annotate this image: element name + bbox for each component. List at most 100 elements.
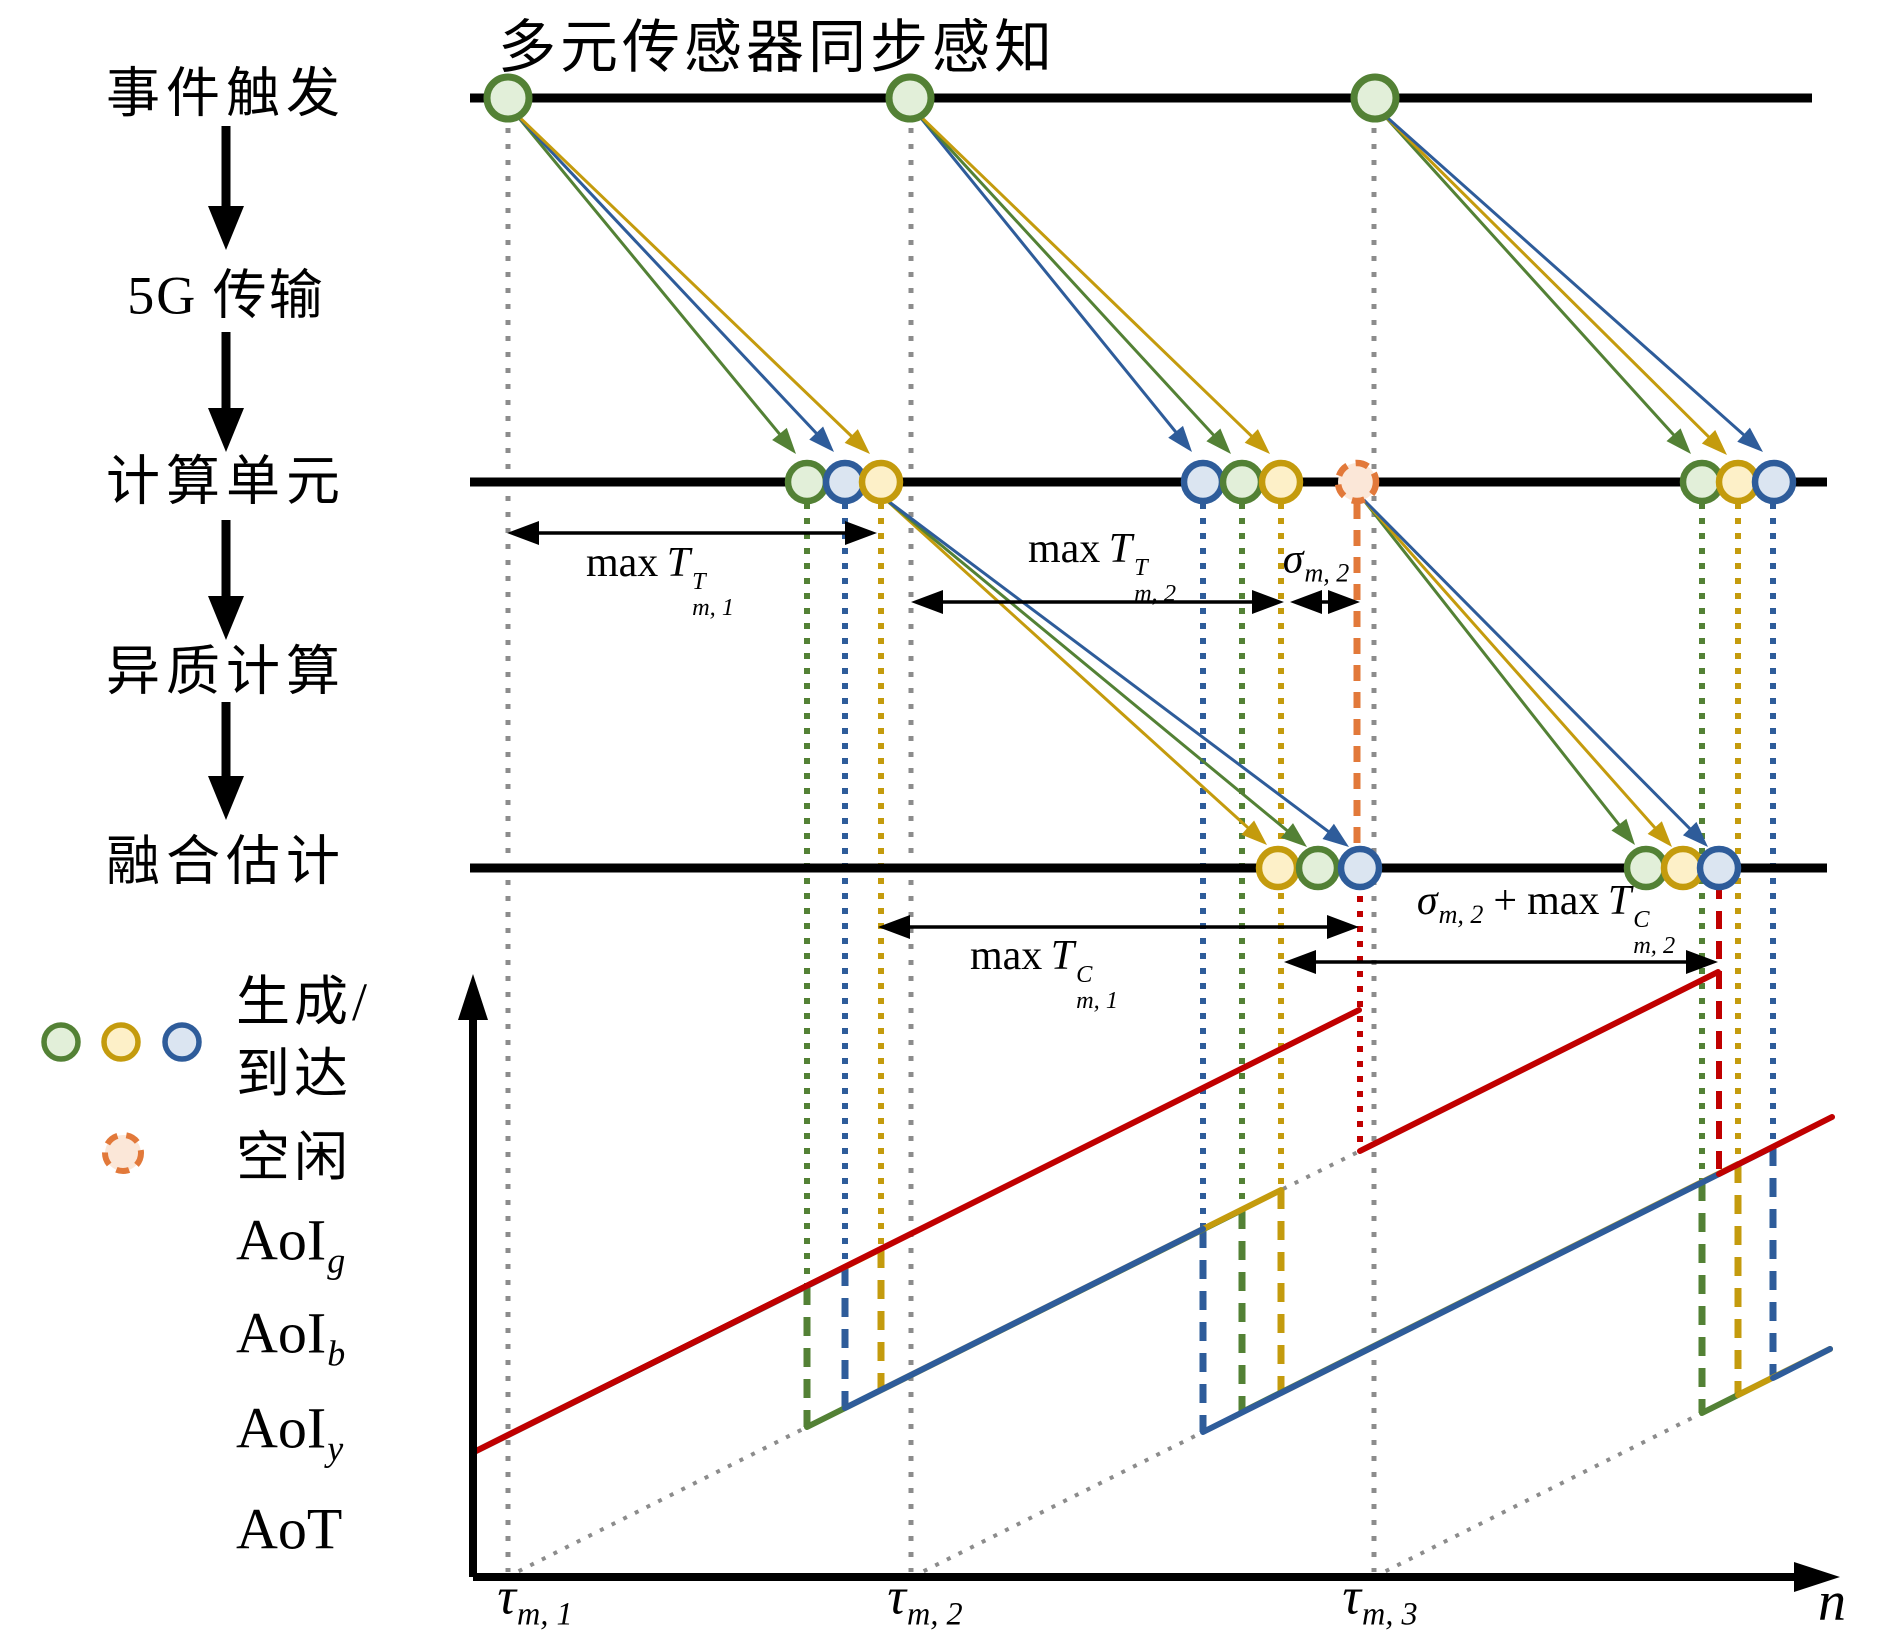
- legend-circle-green: [41, 1022, 81, 1062]
- arrival-circle-yellow-8: [1715, 459, 1761, 505]
- legend-gen-line1: 生成/: [236, 972, 372, 1032]
- transmission-arrow-yellow-2-line: [512, 110, 858, 443]
- computing-arrow-blue-5-head: [1682, 821, 1708, 847]
- arrival-circle-yellow-5: [1258, 459, 1304, 505]
- idle-circle: [1334, 459, 1380, 505]
- computing-arrow-blue-2-head: [1322, 823, 1349, 847]
- annotation-arrow-0-head: [845, 521, 877, 545]
- computing-arrow-green-1-line: [883, 496, 1294, 837]
- computing-arrow-yellow-4-head: [1647, 821, 1672, 847]
- transmission-arrow-blue-1-line: [512, 110, 823, 440]
- arrival-circle-green-4: [1219, 459, 1265, 505]
- computing-arrow-green-1-head: [1280, 823, 1307, 847]
- flow-step-heterogeneous-computing: 异质计算: [106, 641, 346, 702]
- transmission-arrow-yellow-7-head: [1701, 429, 1727, 455]
- legend-label-aoi-g: AoIg: [236, 1207, 346, 1281]
- axis-label-n: n: [1818, 1571, 1846, 1633]
- fusion-circle-yellow-0: [1255, 845, 1301, 891]
- age-reference-diagonal-0: [506, 1425, 808, 1579]
- transmission-arrow-yellow-5-line: [914, 110, 1258, 443]
- computing-arrow-blue-5-line: [1360, 496, 1697, 836]
- arrival-circle-green-7: [1679, 459, 1725, 505]
- annotation-arrow-3-head: [878, 915, 910, 939]
- annotation-arrow-3-head: [1327, 915, 1359, 939]
- legend-label-aot: AoT: [236, 1496, 343, 1562]
- annotation-arrow-4-head: [1686, 950, 1718, 974]
- transmission-arrow-yellow-5-head: [1244, 429, 1270, 454]
- x-axis-arrowhead: [1794, 1562, 1840, 1592]
- flow-step-fusion-estimation: 融合估计: [106, 831, 346, 892]
- legend-label-aoi-y: AoIy: [236, 1395, 344, 1469]
- computing-arrow-blue-2-line: [883, 496, 1336, 838]
- legend-gen-line2: 到达: [236, 1044, 352, 1104]
- axis-label-tau-2: τm, 2: [887, 1568, 963, 1632]
- transmission-arrow-green-0-head: [772, 427, 796, 454]
- legend-label-aoi-b: AoIb: [236, 1300, 346, 1374]
- aoi-blue-curve-segment-3: [1770, 1346, 1833, 1381]
- annotation-arrow-1-head: [1252, 590, 1284, 614]
- fusion-circle-blue-2: [1337, 845, 1383, 891]
- fusion-circle-green-1: [1295, 845, 1341, 891]
- transmission-arrow-green-6-head: [1666, 428, 1691, 454]
- flow-step-event-trigger: 事件触发: [106, 63, 346, 124]
- transmission-arrow-blue-8-head: [1737, 427, 1763, 452]
- age-reference-diagonal-2: [911, 1430, 1204, 1579]
- transmission-arrow-blue-8-line: [1380, 110, 1751, 442]
- annotation-arrow-1-head: [911, 590, 943, 614]
- arrival-circle-green-0: [784, 459, 830, 505]
- annotation-arrow-2-head: [1290, 590, 1322, 614]
- flow-arrow-head-3: [208, 776, 244, 820]
- computing-arrow-yellow-0-head: [1241, 820, 1267, 845]
- annotation-sigma-wait: σm, 2: [1282, 536, 1350, 588]
- y-axis-arrowhead: [458, 974, 488, 1020]
- computing-arrow-green-3-line: [1360, 497, 1625, 832]
- computing-arrow-yellow-0-line: [882, 496, 1255, 834]
- axis-label-tau-1: τm, 1: [497, 1568, 573, 1632]
- arrival-circle-blue-1: [822, 459, 868, 505]
- aot-curve-segment-0: [471, 1007, 1362, 1455]
- legend-label-idle: 空闲: [236, 1127, 352, 1188]
- annotation-arrow-0-head: [507, 521, 539, 545]
- flow-step-computing-unit: 计算单元: [106, 451, 346, 512]
- legend-idle-circle: [102, 1132, 144, 1174]
- aot-curve-segment-2: [1716, 1114, 1835, 1177]
- aoi-blue-curve-segment-2: [1200, 1144, 1776, 1435]
- event-circle-3: [1350, 73, 1400, 123]
- computing-arrow-yellow-4-line: [1360, 497, 1662, 835]
- event-circle-1: [483, 73, 533, 123]
- figure-title: 多元传感器同步感知: [497, 15, 1057, 80]
- transmission-arrow-yellow-7-line: [1379, 110, 1716, 444]
- transmission-arrow-green-4-head: [1206, 428, 1231, 454]
- legend-circle-blue: [162, 1022, 202, 1062]
- transmission-arrow-green-6-line: [1379, 110, 1680, 442]
- annotation-arrow-4-head: [1284, 950, 1316, 974]
- transmission-arrow-yellow-2-head: [844, 429, 870, 454]
- aoi-blue-curve-segment-1: [842, 1226, 1206, 1411]
- flow-arrow-head-0: [208, 206, 244, 250]
- arrival-circle-blue-9: [1751, 459, 1797, 505]
- transmission-arrow-green-0-line: [512, 111, 786, 441]
- flow-arrow-head-1: [208, 408, 244, 452]
- legend-label-generated-arrival: 生成/ 到达: [236, 966, 371, 1110]
- arrival-circle-blue-3: [1180, 459, 1226, 505]
- computing-arrow-green-3-head: [1611, 818, 1635, 845]
- age-reference-diagonal-1: [1282, 1149, 1361, 1191]
- transmission-arrow-blue-3-line: [914, 111, 1182, 439]
- transmission-arrow-blue-1-head: [809, 426, 834, 452]
- annotation-arrow-2-head: [1328, 590, 1360, 614]
- arrival-circle-yellow-2: [858, 459, 904, 505]
- aot-curve-segment-1: [1357, 969, 1721, 1154]
- age-reference-diagonal-3: [1373, 1411, 1703, 1579]
- flow-step-5g-transmission: 5G 传输: [127, 265, 325, 326]
- transmission-arrow-blue-3-head: [1168, 425, 1192, 452]
- event-circle-2: [885, 73, 935, 123]
- flow-arrow-head-2: [208, 596, 244, 640]
- axis-label-tau-3: τm, 3: [1342, 1568, 1418, 1632]
- fusion-circle-blue-5: [1696, 845, 1742, 891]
